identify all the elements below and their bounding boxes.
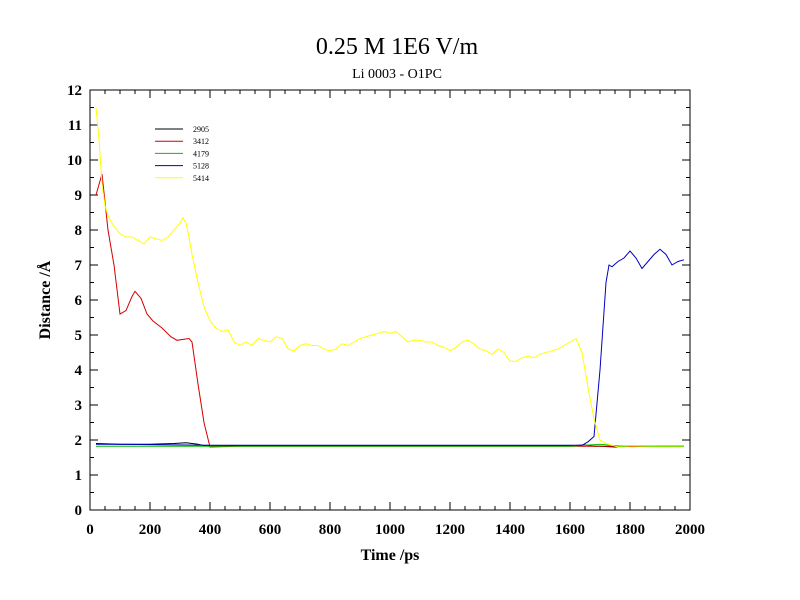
y-tick-label: 9: [75, 188, 83, 204]
tick-labels: 0 200 400 600 800 1000 1200 1400 1600 1800 2000012…: [67, 83, 705, 538]
legend-label-5128: 5128: [193, 162, 209, 171]
x-tick-label: 1000: [375, 522, 405, 538]
y-tick-label: 0: [75, 503, 83, 519]
series-lines: [95, 107, 685, 448]
x-tick-label: 1400: [495, 522, 525, 538]
x-tick-label: 1600: [555, 522, 585, 538]
x-tick-label: 200: [139, 522, 162, 538]
x-tick-label: 2000: [675, 522, 705, 538]
x-tick-label: 400: [199, 522, 222, 538]
legend-label-3412: 3412: [193, 137, 209, 146]
axis-ticks: [89, 89, 691, 511]
chart-title: 0.25 M 1E6 V/m: [316, 34, 479, 60]
legend: 2905 3412 4179 5128 5414: [155, 125, 209, 183]
y-tick-label: 10: [67, 153, 82, 169]
y-tick-label: 7: [75, 258, 83, 274]
legend-label-4179: 4179: [193, 149, 209, 158]
x-tick-label: 1800: [615, 522, 645, 538]
x-tick-label: 0: [86, 522, 94, 538]
x-axis-label: Time /ps: [361, 547, 420, 564]
y-tick-label: 4: [75, 363, 83, 379]
y-tick-label: 8: [75, 223, 83, 239]
legend-label-2905: 2905: [193, 125, 209, 134]
x-tick-label: 1200: [435, 522, 465, 538]
series-line-5128: [95, 248, 685, 446]
y-tick-label: 5: [75, 328, 83, 344]
legend-label-5414: 5414: [193, 174, 209, 183]
x-tick-label: 800: [319, 522, 342, 538]
y-tick-label: 12: [67, 83, 82, 99]
y-axis-label: Distance /Å: [36, 260, 54, 339]
y-tick-label: 11: [68, 118, 82, 134]
series-line-5414: [95, 107, 684, 448]
y-tick-label: 3: [75, 398, 83, 414]
y-tick-label: 1: [75, 468, 83, 484]
x-tick-label: 600: [259, 522, 282, 538]
y-tick-label: 2: [75, 433, 83, 449]
chart-subtitle: Li 0003 - O1PC: [352, 67, 442, 82]
y-tick-label: 6: [75, 293, 83, 309]
